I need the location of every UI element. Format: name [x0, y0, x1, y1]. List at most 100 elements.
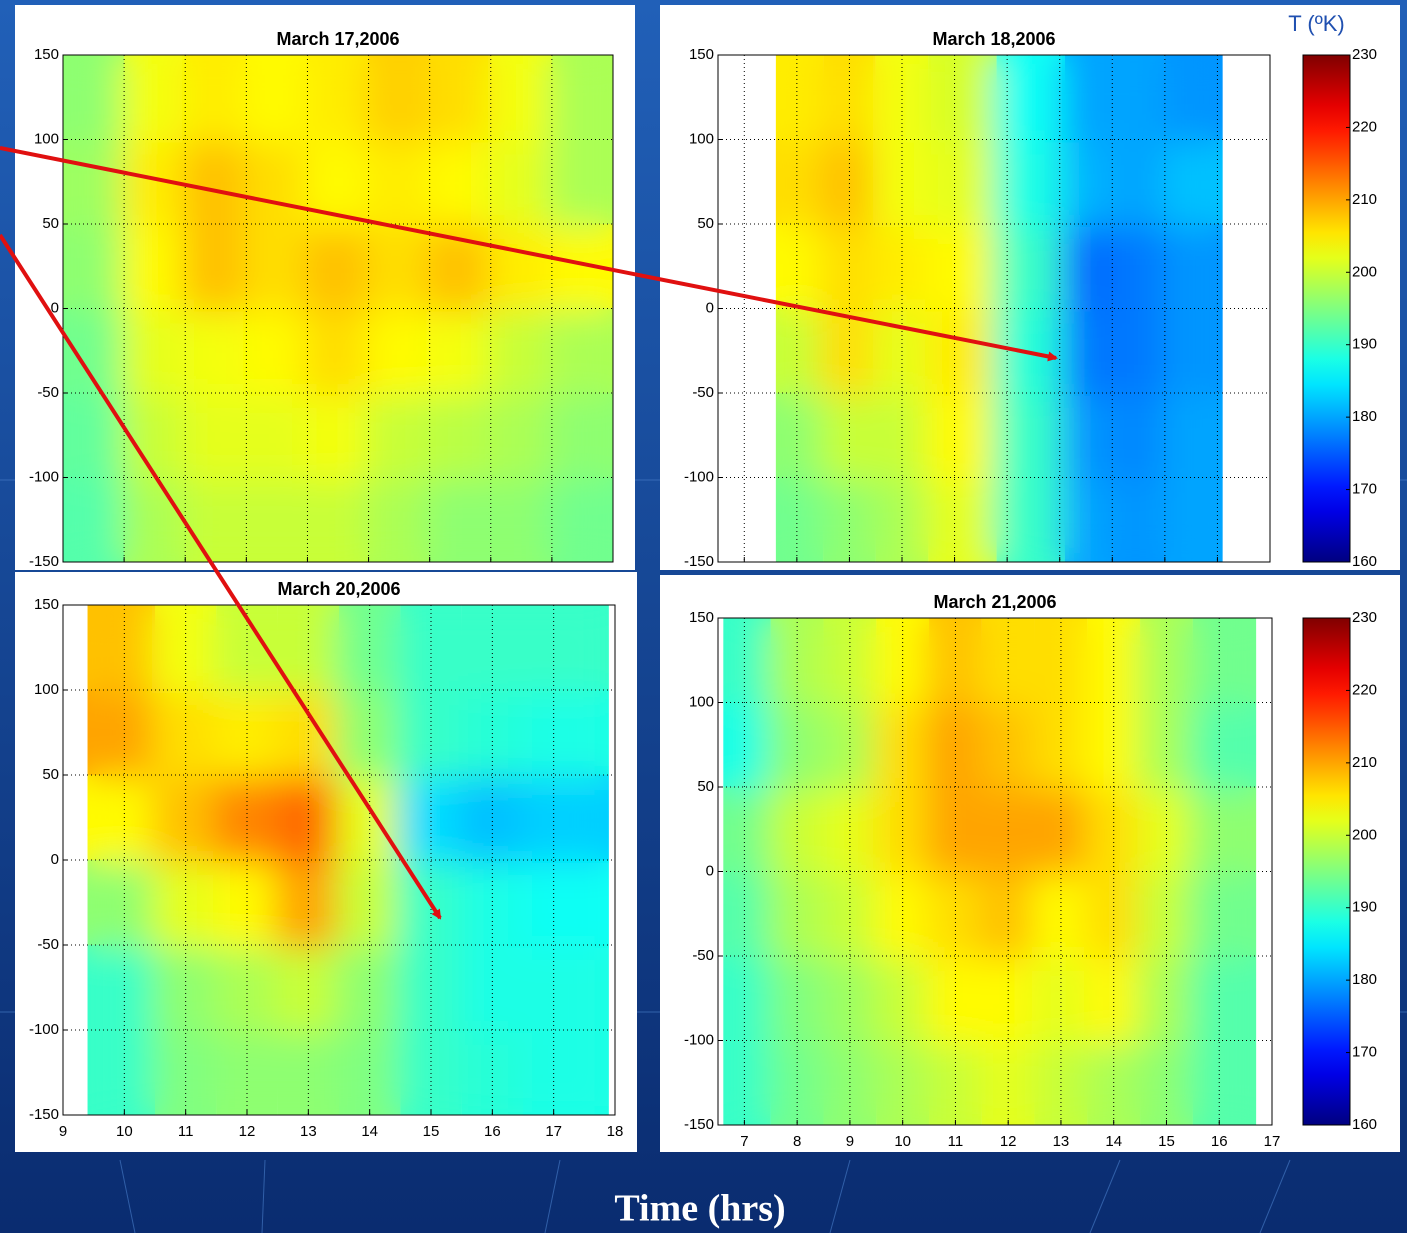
- heatmap-cell-smooth: [1189, 953, 1257, 1044]
- y-tick-label: -100: [684, 468, 714, 485]
- heatmap-cell-smooth: [1109, 474, 1168, 562]
- heatmap-cell-smooth: [336, 1027, 404, 1115]
- colorbar: [1302, 54, 1351, 563]
- heatmap-cell-smooth: [63, 221, 128, 312]
- heatmap-cell-smooth: [304, 474, 372, 562]
- colorbar-tick-label: 220: [1352, 118, 1377, 135]
- heatmap-cell-smooth: [182, 305, 250, 396]
- heatmap-cell-smooth: [336, 857, 404, 948]
- heatmap-cell-smooth: [304, 390, 372, 481]
- heatmap-cell-smooth: [458, 605, 526, 693]
- heatmap-cell-smooth: [426, 55, 494, 143]
- heatmap-cell-smooth: [274, 687, 342, 778]
- heatmap-cell-smooth: [365, 136, 433, 227]
- heatmap-cell-smooth: [243, 305, 311, 396]
- colorbar-label: T (ºK): [1288, 11, 1345, 36]
- heatmap-cell-smooth: [213, 942, 281, 1033]
- heatmap-cell-smooth: [243, 474, 311, 562]
- x-tick-label: 17: [545, 1123, 562, 1140]
- heatmap-cell-smooth: [274, 857, 342, 948]
- heatmap-cell-smooth: [723, 699, 774, 790]
- heatmap-cell-smooth: [121, 474, 189, 562]
- y-tick-label: 150: [689, 609, 714, 626]
- y-tick-label: 0: [706, 862, 714, 879]
- heatmap-cell-smooth: [397, 1027, 465, 1115]
- heatmap-cell-smooth: [1061, 136, 1116, 227]
- heatmap-cell-smooth: [1161, 55, 1223, 143]
- heatmap-cell-smooth: [1109, 55, 1168, 143]
- heatmap-cell-smooth: [520, 687, 609, 778]
- plot-border: [62, 604, 616, 1116]
- colorbar-tick-label: 220: [1352, 681, 1377, 698]
- heatmap-cell-smooth: [426, 474, 494, 562]
- y-tick-label: 50: [42, 215, 59, 232]
- heatmap-cell-smooth: [336, 687, 404, 778]
- heatmap-cell-smooth: [121, 221, 189, 312]
- plot-border: [717, 54, 1271, 563]
- heatmap-cell-smooth: [365, 474, 433, 562]
- heatmap-cell-smooth: [487, 474, 555, 562]
- heatmap-cell-smooth: [152, 687, 220, 778]
- heatmap-cell-smooth: [520, 605, 609, 693]
- x-tick-label: 14: [361, 1123, 378, 1140]
- heatmap-cell-smooth: [487, 305, 555, 396]
- panel: -150 -100 -50 0 50 100 150 March 17,2006: [15, 5, 635, 570]
- heatmap-cell-smooth: [304, 305, 372, 396]
- y-tick-label: -100: [29, 468, 59, 485]
- heatmap-blur: [87, 605, 609, 1115]
- heatmap-cell-smooth: [426, 390, 494, 481]
- x-tick-label: 10: [894, 1133, 911, 1150]
- plot-border: [717, 617, 1273, 1126]
- heatmap-cell-smooth: [775, 136, 827, 227]
- colorbar-tick-label: 230: [1352, 609, 1377, 626]
- heatmap-cell-smooth: [775, 474, 827, 562]
- x-tick-label: 14: [1105, 1133, 1122, 1150]
- heatmap-cell-smooth: [520, 772, 609, 863]
- heatmap-cell-smooth: [304, 55, 372, 143]
- colorbar: [1302, 617, 1351, 1126]
- heatmap-cell-smooth: [767, 868, 827, 959]
- heatmap-cell-smooth: [182, 136, 250, 227]
- y-tick-label: -150: [29, 553, 59, 570]
- x-tick-label: 18: [607, 1123, 624, 1140]
- heatmap-cell-smooth: [820, 868, 880, 959]
- heatmap-cell-smooth: [925, 55, 1000, 143]
- panel: -150 -100 -50 0 50 100 150 9 10 11 12 13 14 15 16 17 18 M…: [15, 572, 637, 1152]
- heatmap-cell-smooth: [1161, 390, 1223, 481]
- heatmap-cell-smooth: [121, 305, 189, 396]
- y-tick-label: 150: [34, 596, 59, 613]
- colorbar-tick-label: 170: [1352, 1044, 1377, 1061]
- heatmap-cell-smooth: [872, 305, 932, 396]
- heatmap-cell-smooth: [723, 784, 774, 875]
- chart-title: March 20,2006: [277, 579, 400, 599]
- panel: -150 -100 -50 0 50 100 150 7 8 9 10 11 12 13 14 15 16 17 M…: [660, 575, 1400, 1152]
- x-tick-label: 9: [59, 1123, 67, 1140]
- heatmap-cell-smooth: [487, 221, 555, 312]
- heatmap-cell-smooth: [520, 942, 609, 1033]
- heatmap-cell-smooth: [723, 1037, 774, 1125]
- heatmap-cell-smooth: [365, 55, 433, 143]
- heatmap-cell-smooth: [820, 55, 879, 143]
- heatmap-cell-smooth: [723, 868, 774, 959]
- y-tick-label: 50: [697, 215, 714, 232]
- heatmap-cell-smooth: [1137, 868, 1196, 959]
- heatmap-cell-smooth: [1189, 1037, 1257, 1125]
- heatmap-cell-smooth: [925, 390, 1000, 481]
- heatmap-cell-smooth: [243, 221, 311, 312]
- heatmap-cell-smooth: [458, 1027, 526, 1115]
- heatmap-cell-smooth: [426, 136, 494, 227]
- x-tick-label: 11: [178, 1123, 194, 1140]
- heatmap-cell-smooth: [775, 305, 827, 396]
- heatmap-cell-smooth: [548, 474, 613, 562]
- colorbar-tick-label: 180: [1352, 408, 1377, 425]
- arrow: [0, 233, 442, 920]
- heatmap-cell-smooth: [152, 857, 220, 948]
- arrows: [0, 146, 1058, 920]
- y-tick-label: 50: [697, 778, 714, 795]
- y-tick-label: -150: [29, 1106, 59, 1123]
- x-tick-label: 15: [423, 1123, 440, 1140]
- heatmap-cell-smooth: [397, 942, 465, 1033]
- heatmap-cell-smooth: [925, 305, 1000, 396]
- heatmap-cell-smooth: [520, 857, 609, 948]
